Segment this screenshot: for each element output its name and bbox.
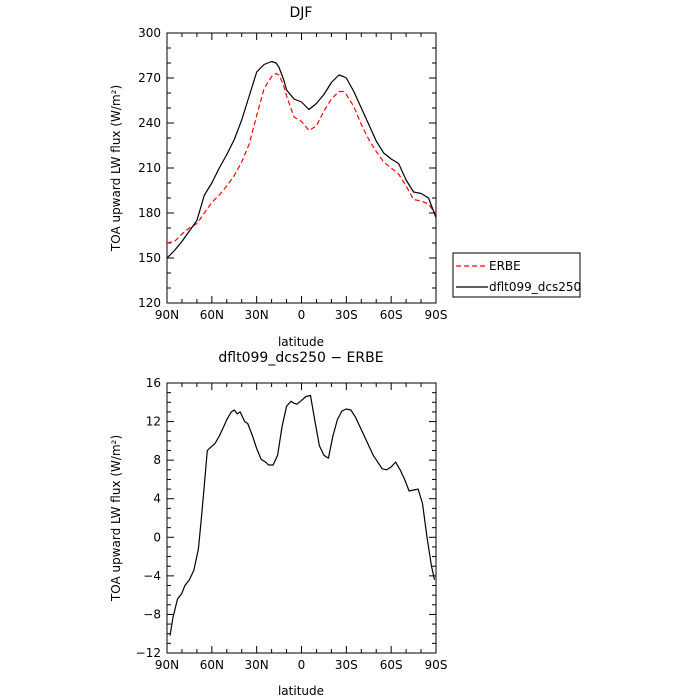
x-tick-labels: 90N 60N 30N 0 30S 60S 90S xyxy=(155,308,448,322)
axis-ticks xyxy=(166,382,437,654)
y-tick-label: −12 xyxy=(136,646,161,660)
y-tick-label: 8 xyxy=(153,453,161,467)
series-lines xyxy=(169,394,436,636)
x-tick-label: 90N xyxy=(155,658,179,672)
x-tick-label: 30S xyxy=(335,658,358,672)
y-tick-labels: −12 −8 −4 0 4 8 12 16 xyxy=(136,376,161,660)
x-tick-label: 30N xyxy=(245,308,269,322)
x-axis-label: latitude xyxy=(278,335,324,349)
legend-box xyxy=(452,252,581,298)
y-tick-label: 150 xyxy=(138,251,161,265)
x-tick-labels: 90N 60N 30N 0 30S 60S 90S xyxy=(155,658,448,672)
plot-frame xyxy=(166,382,437,654)
axis-ticks xyxy=(166,32,437,304)
y-tick-labels: 120 150 180 210 240 270 300 xyxy=(138,26,161,310)
series-line-dflt099-dcs250 xyxy=(166,60,437,259)
y-tick-label: 270 xyxy=(138,71,161,85)
y-tick-label: 4 xyxy=(153,492,161,506)
x-tick-label: 60N xyxy=(200,308,224,322)
y-tick-label: 16 xyxy=(146,376,161,390)
y-axis-label: TOA upward LW flux (W/m²) xyxy=(109,435,123,602)
x-tick-label: 0 xyxy=(298,658,306,672)
y-tick-label: 120 xyxy=(138,296,161,310)
legend-label-erbe: ERBE xyxy=(489,259,521,273)
y-tick-label: 12 xyxy=(146,415,161,429)
panel-bottom-difference: dflt099_dcs250 − ERBE −12 −8 −4 0 4 8 12 16 90N… xyxy=(109,350,447,698)
legend: ERBE dflt099_dcs250 xyxy=(452,252,581,298)
x-tick-label: 90N xyxy=(155,308,179,322)
series-lines xyxy=(166,60,437,259)
x-tick-label: 60S xyxy=(380,308,403,322)
x-axis-label: latitude xyxy=(278,684,324,698)
x-tick-label: 60N xyxy=(200,658,224,672)
y-axis-label: TOA upward LW flux (W/m²) xyxy=(109,85,123,252)
x-tick-label: 0 xyxy=(298,308,306,322)
x-tick-label: 90S xyxy=(425,308,448,322)
y-tick-label: −4 xyxy=(143,569,161,583)
panel-top-djf: DJF 120 150 180 210 240 270 300 90N 60N 30N 0 30S 6… xyxy=(109,5,581,349)
y-tick-label: 180 xyxy=(138,206,161,220)
chart-title: DJF xyxy=(290,5,313,21)
y-tick-label: 240 xyxy=(138,116,161,130)
chart-title: dflt099_dcs250 − ERBE xyxy=(218,350,383,366)
x-tick-label: 30N xyxy=(245,658,269,672)
series-line-difference xyxy=(169,394,436,636)
plot-frame xyxy=(166,32,437,304)
series-line-erbe xyxy=(166,72,437,244)
legend-label-model: dflt099_dcs250 xyxy=(489,280,581,294)
x-tick-label: 30S xyxy=(335,308,358,322)
x-tick-label: 60S xyxy=(380,658,403,672)
x-tick-label: 90S xyxy=(425,658,448,672)
y-tick-label: −8 xyxy=(143,607,161,621)
y-tick-label: 210 xyxy=(138,161,161,175)
y-tick-label: 300 xyxy=(138,26,161,40)
y-tick-label: 0 xyxy=(153,530,161,544)
